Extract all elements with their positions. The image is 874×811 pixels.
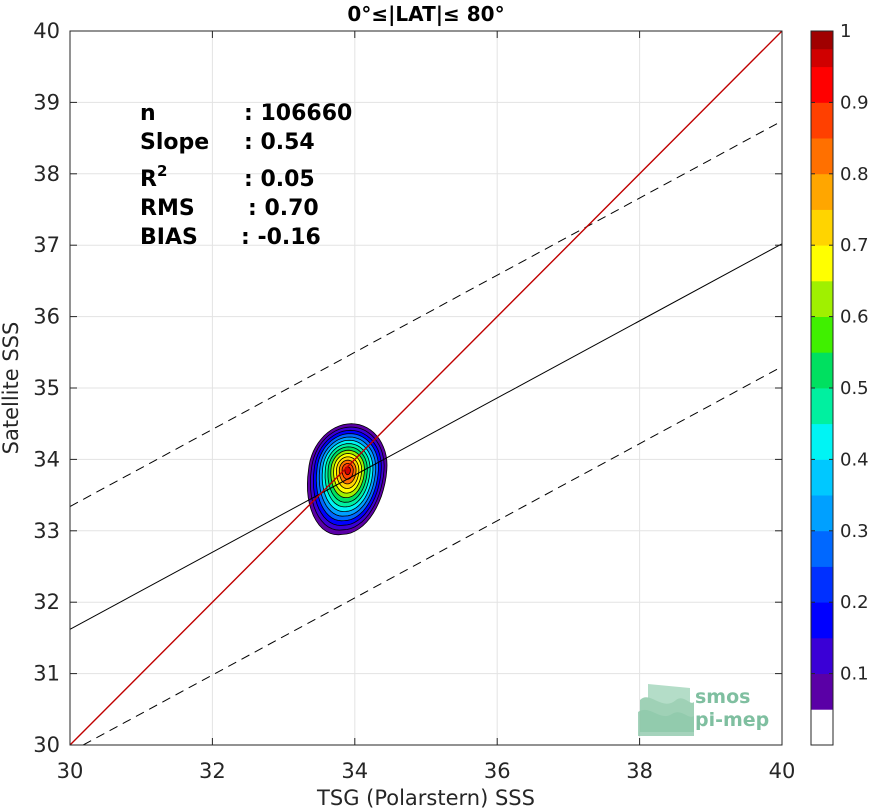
colorbar-swatch xyxy=(811,209,833,246)
y-tick-label: 32 xyxy=(33,590,60,614)
smos-pi-mep-logo: smos pi-mep xyxy=(638,684,769,736)
x-tick-label: 38 xyxy=(626,759,653,783)
colorbar: 0.1 0.2 0.3 0.4 0.5 0.6 0.7 0.8 0.9 1 xyxy=(810,21,869,746)
chart-title: 0°≤|LAT|≤ 80° xyxy=(347,2,504,26)
colorbar-swatch xyxy=(811,66,833,103)
stat-rms-value: : 0.70 xyxy=(248,196,319,221)
colorbar-tick-label: 0.3 xyxy=(840,521,869,542)
colorbar-swatch xyxy=(811,602,833,639)
stat-r2-label: R2 xyxy=(140,162,167,192)
stat-bias-value: : -0.16 xyxy=(241,225,321,250)
colorbar-swatch xyxy=(811,709,833,746)
y-tick-label: 31 xyxy=(33,662,60,686)
stat-rms-label: RMS xyxy=(140,196,195,221)
y-tick-label: 30 xyxy=(33,733,60,757)
colorbar-swatch xyxy=(811,388,833,425)
colorbar-swatch xyxy=(811,31,833,50)
colorbar-swatch xyxy=(811,673,833,710)
y-axis-ticks: 30 31 32 33 34 35 36 37 38 39 40 xyxy=(33,19,782,757)
colorbar-tick-label: 0.8 xyxy=(840,164,869,185)
x-tick-label: 36 xyxy=(484,759,511,783)
y-tick-label: 38 xyxy=(33,162,60,186)
x-tick-label: 34 xyxy=(341,759,368,783)
colorbar-tick-label: 0.1 xyxy=(840,664,869,685)
stat-n-label: n xyxy=(140,101,156,126)
stat-slope-label: Slope xyxy=(140,130,209,155)
colorbar-tick-label: 0.9 xyxy=(840,92,869,113)
colorbar-swatch xyxy=(811,459,833,496)
colorbar-swatch xyxy=(811,495,833,532)
colorbar-swatch xyxy=(811,102,833,139)
y-tick-label: 36 xyxy=(33,305,60,329)
y-axis-label: Satellite SSS xyxy=(0,322,23,455)
x-tick-label: 32 xyxy=(199,759,226,783)
regression-line xyxy=(70,243,782,630)
x-tick-label: 30 xyxy=(57,759,84,783)
x-axis-ticks: 30 32 34 36 38 40 xyxy=(57,31,796,783)
stat-slope-value: : 0.54 xyxy=(244,130,315,155)
colorbar-swatch xyxy=(811,245,833,282)
y-tick-label: 35 xyxy=(33,376,60,400)
colorbar-swatch xyxy=(811,280,833,317)
y-tick-label: 39 xyxy=(33,90,60,114)
colorbar-swatch xyxy=(811,530,833,567)
logo-wave-icon xyxy=(638,684,694,736)
stat-n-value: : 106660 xyxy=(244,101,352,126)
colorbar-tick-label: 1 xyxy=(840,21,851,42)
y-tick-label: 37 xyxy=(33,233,60,257)
x-axis-label: TSG (Polarstern) SSS xyxy=(316,786,535,810)
statistics-box: n : 106660 Slope : 0.54 R2 : 0.05 RMS : … xyxy=(140,101,352,250)
colorbar-tick-label: 0.7 xyxy=(840,235,869,256)
density-contours xyxy=(306,423,388,536)
colorbar-swatch xyxy=(811,566,833,603)
colorbar-swatch xyxy=(811,138,833,175)
colorbar-ticks: 0.1 0.2 0.3 0.4 0.5 0.6 0.7 0.8 0.9 1 xyxy=(811,21,869,685)
stat-r2-sup: 2 xyxy=(157,162,167,180)
colorbar-tick-label: 0.2 xyxy=(840,592,869,613)
colorbar-swatches xyxy=(811,31,833,746)
colorbar-swatch xyxy=(811,173,833,210)
logo-line2: pi-mep xyxy=(695,709,769,731)
colorbar-swatch xyxy=(811,48,833,68)
stat-bias-label: BIAS xyxy=(140,225,198,250)
identity-line xyxy=(70,31,782,745)
stat-r2-value: : 0.05 xyxy=(244,167,315,192)
fit-lines xyxy=(70,31,782,745)
colorbar-swatch xyxy=(811,637,833,674)
colorbar-tick-label: 0.4 xyxy=(840,449,869,470)
x-tick-label: 40 xyxy=(769,759,796,783)
colorbar-swatch xyxy=(811,316,833,353)
stat-r2-base: R xyxy=(140,167,157,192)
plot-area: 30 32 34 36 38 40 30 31 32 33 34 35 36 37 38 39 40 xyxy=(33,19,795,783)
grid xyxy=(70,31,782,745)
logo-line1: smos xyxy=(695,686,750,708)
colorbar-tick-label: 0.6 xyxy=(840,307,869,328)
colorbar-swatch xyxy=(811,352,833,389)
y-tick-label: 40 xyxy=(33,19,60,43)
y-tick-label: 34 xyxy=(33,447,60,471)
colorbar-tick-label: 0.5 xyxy=(840,378,869,399)
colorbar-swatch xyxy=(811,423,833,460)
y-tick-label: 33 xyxy=(33,519,60,543)
